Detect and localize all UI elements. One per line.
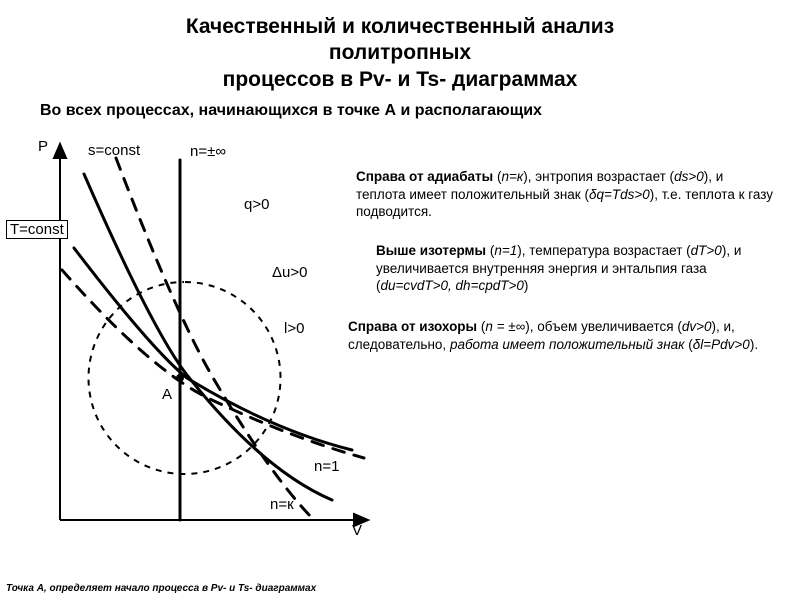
label-point-a: A [162, 386, 172, 403]
label-n1: n=1 [314, 458, 339, 475]
title-line-1: Качественный и количественный анализ [186, 15, 614, 38]
axis-y-label: P [38, 138, 48, 155]
slide-subtitle: Во всех процессах, начинающихся в точке … [40, 102, 800, 120]
axis-x-label: V [352, 522, 362, 539]
paragraph-isochore: Справа от изохоры (n = ±∞), объем увелич… [348, 318, 788, 353]
label-n-pm-inf: n=±∞ [190, 143, 226, 160]
title-line-3: процессов в Pv- и Ts- диаграммах [223, 68, 578, 91]
label-du: Δu>0 [272, 264, 307, 281]
paragraph-adiabat: Справа от адиабаты (n=к), энтропия возра… [356, 168, 776, 221]
label-l: l>0 [284, 320, 304, 337]
pv-diagram: P V s=const n=±∞ T=const q>0 Δu>0 l>0 A … [12, 140, 382, 560]
label-nk: n=к [270, 496, 294, 513]
paragraph-isotherm: Выше изотермы (n=1), температура возраст… [376, 242, 786, 295]
label-sconst: s=const [88, 142, 140, 159]
pv-diagram-svg [12, 140, 382, 560]
isotherm-dash [62, 270, 364, 458]
adiabat-curve [84, 174, 332, 500]
point-a-marker [176, 374, 184, 382]
label-tconst: T=const [6, 220, 68, 239]
footnote: Точка А, определяет начало процесса в Pv… [6, 583, 316, 594]
slide-title: Качественный и количественный анализ пол… [60, 14, 740, 93]
isotherm-curve [74, 248, 352, 450]
label-q: q>0 [244, 196, 269, 213]
title-line-2: политропных [329, 41, 471, 64]
